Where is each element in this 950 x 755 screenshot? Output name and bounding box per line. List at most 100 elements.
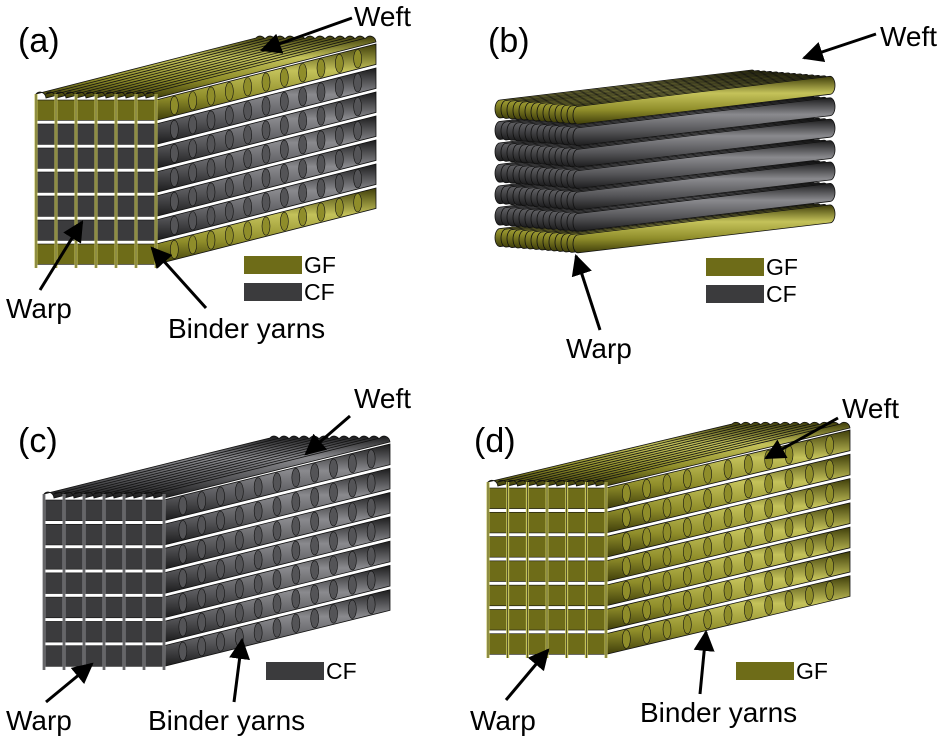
weft-arrow-icon: [764, 416, 839, 460]
weft-tow: [572, 75, 836, 125]
tow-end: [662, 595, 672, 615]
tow-end: [703, 464, 712, 484]
panel-label: (b): [488, 22, 530, 60]
tow-end: [310, 536, 319, 556]
tow-end: [197, 491, 206, 511]
fabric-block-c: [42, 435, 391, 670]
tow-end: [216, 486, 225, 506]
legend-label-gf: GF: [304, 252, 336, 278]
tow-end: [253, 550, 263, 570]
tow-end: [642, 551, 651, 571]
tow-end: [348, 551, 357, 571]
weft-tow: [572, 161, 836, 211]
legend: GF: [736, 658, 828, 684]
tow-end: [329, 531, 338, 551]
weft-tow: [572, 183, 836, 232]
tow-end: [291, 492, 301, 512]
tow-end: [683, 517, 692, 537]
tow-end: [206, 158, 216, 178]
legend-label-cf: CF: [304, 279, 335, 305]
tow-end: [744, 479, 753, 499]
binder-yarns-label: Binder yarns: [148, 705, 305, 736]
tow-end: [744, 600, 753, 620]
tow-end: [216, 608, 225, 628]
tow-end: [216, 559, 225, 579]
tow-end: [280, 211, 289, 231]
weft-arrow-icon: [304, 414, 351, 456]
tow-end: [206, 86, 216, 106]
panel-label: (c): [18, 422, 58, 460]
tow-end: [188, 91, 197, 111]
tow-end: [178, 544, 188, 564]
tow-end: [764, 547, 773, 567]
tow-end: [683, 542, 692, 562]
panel-b: (b) Weft Warp GF CF: [488, 21, 937, 364]
tow-end: [243, 149, 252, 169]
tow-end: [253, 501, 263, 521]
front-face: [486, 482, 608, 658]
tow-end: [366, 570, 376, 590]
tow-end: [298, 135, 307, 155]
tow-end: [764, 522, 773, 542]
tow-end: [335, 173, 344, 193]
tow-end: [225, 225, 234, 245]
tow-end: [335, 101, 344, 121]
tow-end: [243, 101, 252, 121]
tow-end: [784, 590, 794, 610]
tow-end: [261, 120, 271, 140]
legend-swatch-icon: [244, 283, 302, 301]
tow-end: [188, 211, 197, 231]
tow-end: [784, 566, 794, 586]
warp-label: Warp: [566, 333, 632, 364]
tow-end: [723, 508, 733, 528]
tow-end: [805, 440, 814, 460]
tow-end: [310, 560, 319, 580]
tow-end: [662, 522, 672, 542]
tow-end: [622, 556, 631, 576]
tow-end: [280, 187, 289, 207]
tow-end: [291, 613, 301, 633]
tow-end: [335, 53, 344, 73]
tow-end: [642, 503, 651, 523]
tow-end: [642, 624, 651, 644]
tow-end: [261, 144, 271, 164]
tow-end: [261, 72, 271, 92]
top-face: [42, 435, 391, 499]
warp-arrow-icon: [38, 220, 84, 291]
tow-end: [744, 503, 753, 523]
tow-end: [642, 527, 651, 547]
tow-end: [662, 547, 672, 567]
tow-end: [235, 554, 244, 574]
tow-end: [206, 206, 216, 226]
tow-end: [216, 583, 225, 603]
tow-end: [683, 615, 692, 635]
tow-end: [197, 612, 206, 632]
tow-end: [310, 487, 319, 507]
tow-end: [206, 110, 216, 130]
tow-end: [235, 530, 244, 550]
tow-end: [825, 484, 834, 504]
tow-end: [206, 182, 216, 202]
tow-end: [178, 520, 188, 540]
legend: GF CF: [244, 252, 336, 305]
tow-end: [366, 595, 376, 615]
weft-tow: [572, 204, 836, 254]
tow-end: [316, 106, 326, 126]
tow-end: [329, 507, 338, 527]
binder-yarns-label: Binder yarns: [168, 313, 325, 344]
legend-label-cf: CF: [766, 281, 797, 307]
weft-label: Weft: [880, 21, 937, 52]
tow-end: [216, 535, 225, 555]
tow-end: [316, 154, 326, 174]
tow-end: [170, 239, 179, 259]
front-face: [34, 94, 158, 268]
tow-end: [225, 201, 234, 221]
tow-end: [291, 516, 301, 536]
tow-end: [825, 556, 834, 576]
tow-end: [261, 216, 271, 236]
tow-end: [825, 459, 834, 479]
tow-end: [225, 129, 234, 149]
tow-end: [316, 130, 326, 150]
tow-end: [805, 586, 814, 606]
